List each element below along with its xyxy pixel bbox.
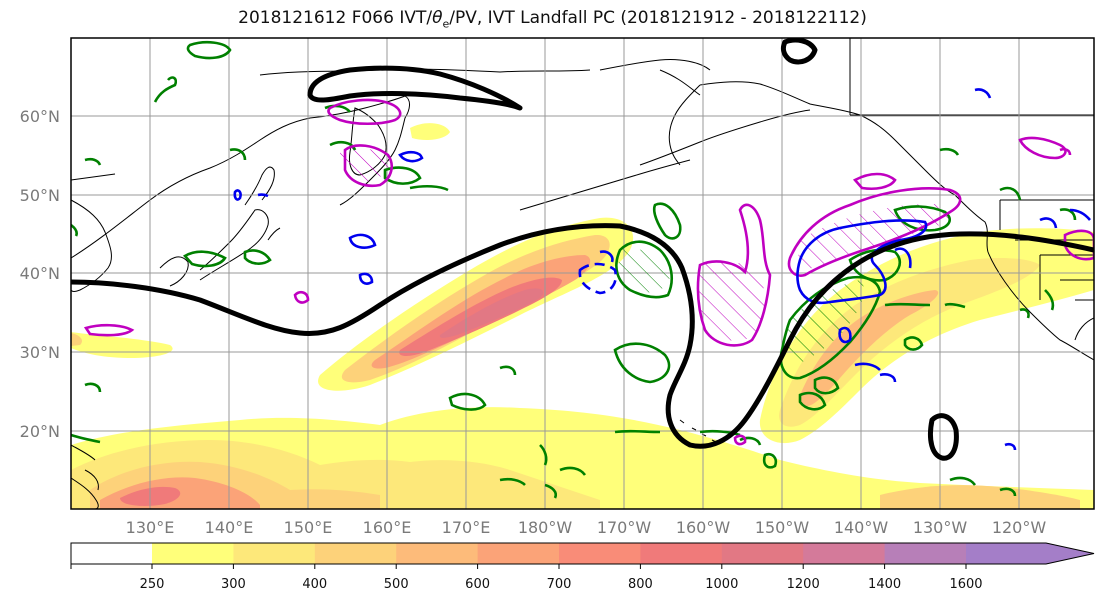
jet-contours (71, 38, 1094, 461)
map-frame (70, 37, 1095, 510)
colorbar-segment (884, 543, 967, 564)
longitude-labels: 130°E 140°E 150°E 160°E 170°E 180°W 170°… (126, 518, 1047, 537)
colorbar-segment (477, 543, 560, 564)
lon-label: 150°E (284, 518, 333, 537)
colorbar-extend-arrow (1046, 543, 1094, 564)
lat-label: 60°N (20, 107, 60, 126)
lat-label: 40°N (20, 264, 60, 283)
map-title: 2018121612 F066 IVT/θe/PV, IVT Landfall … (238, 8, 867, 31)
colorbar-tick-label: 400 (302, 577, 327, 592)
colorbar-tick-label: 1400 (868, 577, 901, 592)
colorbar-segment (396, 543, 479, 564)
colorbar-tick-label: 1600 (949, 577, 982, 592)
colorbar-tick-label: 500 (384, 577, 409, 592)
colorbar-segment (314, 543, 397, 564)
lon-label: 120°W (992, 518, 1047, 537)
colorbar-tick-label: 1000 (705, 577, 738, 592)
blue-contours (233, 88, 1091, 451)
green-contours (71, 40, 1077, 499)
lon-label: 140°E (205, 518, 254, 537)
ivt-shading (71, 123, 1094, 509)
lat-label: 50°N (20, 186, 60, 205)
colorbar-tick-label: 250 (140, 577, 165, 592)
colorbar-segment (721, 543, 804, 564)
colorbar: 250 300 400 500 600 700 800 1000 1200 1400 1600 (70, 542, 1095, 592)
lon-label: 160°E (363, 518, 412, 537)
lon-label: 150°W (755, 518, 810, 537)
lon-label: 140°W (834, 518, 889, 537)
lon-label: 130°W (913, 518, 968, 537)
lon-label: 160°W (676, 518, 731, 537)
colorbar-tick-label: 1200 (787, 577, 820, 592)
latitude-labels: 60°N 50°N 40°N 30°N 20°N (20, 107, 60, 441)
lat-label: 30°N (20, 343, 60, 362)
colorbar-segment (559, 543, 641, 564)
colorbar-segment (803, 543, 886, 564)
colorbar-segment (966, 543, 1046, 564)
colorbar-segment (640, 543, 723, 564)
colorbar-tick-label: 800 (628, 577, 653, 592)
colorbar-segment (233, 543, 316, 564)
colorbar-segment (152, 543, 234, 564)
colorbar-tick-label: 700 (547, 577, 572, 592)
colorbar-tick-label: 300 (221, 577, 246, 592)
colorbar-segment-white (71, 543, 152, 564)
colorbar-outline (70, 542, 1095, 565)
lon-label: 130°E (126, 518, 175, 537)
lon-label: 170°W (597, 518, 652, 537)
magenta-contours (83, 98, 1094, 446)
lon-label: 170°E (442, 518, 491, 537)
colorbar-tick-label: 600 (465, 577, 490, 592)
lon-label: 180°W (518, 518, 573, 537)
lat-label: 20°N (20, 422, 60, 441)
